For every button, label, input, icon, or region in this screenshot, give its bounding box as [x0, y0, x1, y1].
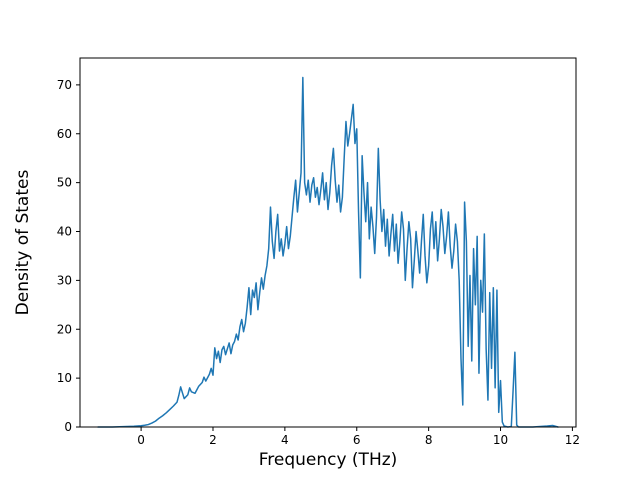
y-tick-label: 0	[64, 420, 72, 434]
x-tick-label: 12	[565, 433, 580, 447]
x-tick-label: 2	[209, 433, 217, 447]
y-tick-label: 10	[57, 371, 72, 385]
y-tick-label: 20	[57, 322, 72, 336]
y-tick-label: 40	[57, 225, 72, 239]
x-tick-label: 6	[353, 433, 361, 447]
y-axis-label: Density of States	[13, 170, 33, 316]
x-tick-label: 0	[137, 433, 145, 447]
y-tick-label: 60	[57, 127, 72, 141]
y-tick-label: 70	[57, 78, 72, 92]
axes-area	[80, 58, 576, 427]
y-tick-label: 30	[57, 273, 72, 287]
y-tick-label: 50	[57, 176, 72, 190]
x-tick-label: 8	[425, 433, 433, 447]
x-tick-label: 10	[493, 433, 508, 447]
axes-spines	[79, 57, 577, 428]
series-line-phonon-density-of-states	[97, 76, 559, 428]
x-axis-ticks: 0 2 4 6 8 10 12	[137, 427, 580, 447]
x-axis-label: Frequency (THz)	[259, 450, 398, 470]
line-series-group	[97, 76, 559, 428]
x-tick-label: 4	[281, 433, 289, 447]
y-axis-ticks: 0 10 20 30 40 50 60 70	[57, 78, 80, 434]
